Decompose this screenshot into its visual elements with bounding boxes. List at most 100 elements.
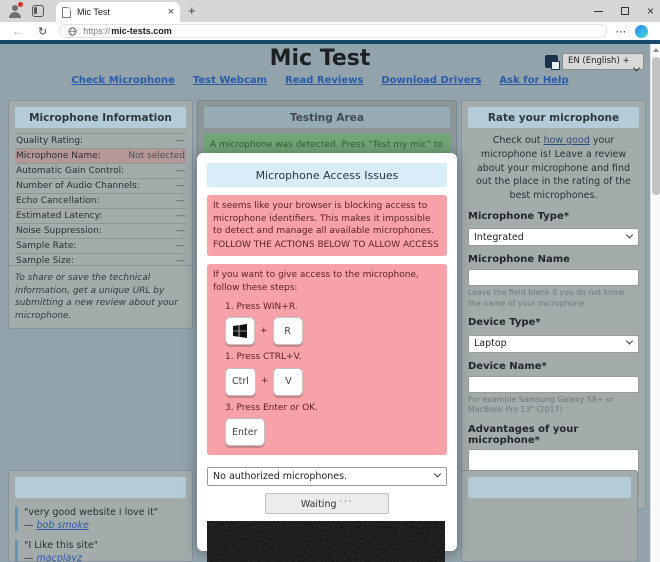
reviews-panel: "very good website i love it" — bob smok… [8, 470, 193, 562]
microphone-access-modal: Microphone Access Issues It seems like y… [197, 153, 457, 562]
language-selector: EN (English) + [545, 53, 644, 72]
rate-intro-text: Check out how good your microphone is! L… [476, 135, 631, 202]
blocking-warning-box: It seems like your browser is blocking a… [207, 195, 447, 257]
enter-key: Enter [225, 418, 265, 447]
page-favicon-icon [62, 6, 71, 18]
table-row: Echo Cancellation: — [15, 194, 186, 209]
review-quote: "I Like this site" [24, 540, 99, 551]
step-text: 1. Press CTRL+V. [225, 352, 302, 363]
page-top-border [0, 40, 660, 44]
maximize-icon[interactable] [620, 7, 629, 15]
address-bar[interactable]: https:// mic-tests.com [59, 24, 608, 38]
microphone-name-hint: Leave the field blank if you do not know… [468, 288, 625, 308]
list-item: "I Like this site" — macplayz [15, 540, 186, 562]
translate-icon [545, 55, 560, 70]
nav-download-drivers[interactable]: Download Drivers [381, 75, 482, 86]
review-author-link[interactable]: macplayz [36, 553, 82, 562]
microphone-information-table: Quality Rating: — Microphone Name: Not sel… [15, 133, 186, 284]
table-row: Noise Suppression: — [15, 224, 186, 239]
new-tab-button[interactable]: + [188, 3, 196, 18]
warning-text: It seems like your browser is blocking a… [213, 201, 434, 237]
scroll-up-icon[interactable] [653, 48, 659, 52]
keys-row: Enter [225, 418, 441, 447]
microphone-information-panel: Microphone Information Quality Rating: — … [8, 100, 193, 291]
microphone-name-label: Microphone Name [468, 254, 570, 266]
page-scrollbar[interactable] [650, 44, 660, 562]
tab-strip: Mic Test × + × [0, 0, 660, 22]
steps-intro: If you want to give access to the microp… [213, 270, 419, 293]
close-window-icon[interactable]: × [646, 4, 654, 18]
r-key: R [272, 317, 303, 346]
step-text: 1. Press WIN+R. [225, 301, 298, 312]
testing-area-header: Testing Area [204, 107, 450, 128]
refresh-icon[interactable]: ↻ [38, 25, 48, 38]
step-text: 3. Press Enter or OK. [225, 402, 318, 413]
share-note-text: To share or save the technical informati… [15, 273, 178, 321]
how-good-link[interactable]: how good [543, 135, 590, 146]
modal-title: Microphone Access Issues [207, 163, 447, 187]
share-note-panel: To share or save the technical informati… [8, 265, 193, 330]
microphone-information-header: Microphone Information [15, 107, 186, 128]
nav-ask-for-help[interactable]: Ask for Help [499, 75, 569, 86]
browser-chrome: Mic Test × + × ← ↻ https:// mic-tests.co… [0, 0, 660, 44]
address-bar-row: ← ↻ https:// mic-tests.com ⋯ [0, 22, 660, 40]
language-select[interactable]: EN (English) + [562, 53, 644, 70]
device-type-select[interactable]: Laptop [468, 334, 639, 353]
device-name-field[interactable] [468, 375, 639, 393]
device-name-label: Device Name* [468, 360, 547, 372]
tab-title: Mic Test [77, 7, 110, 17]
next-section-header [468, 477, 631, 498]
url-protocol: https:// [83, 26, 111, 36]
steps-box: If you want to give access to the microp… [207, 264, 447, 456]
table-row: Number of Audio Channels: — [15, 179, 186, 194]
windows-key-icon [225, 317, 255, 346]
back-icon[interactable]: ← [12, 24, 24, 38]
nav-test-webcam[interactable]: Test Webcam [192, 75, 268, 86]
warning-caps-text: FOLLOW THE ACTIONS BELOW TO ALLOW ACCESS [213, 239, 439, 250]
device-type-label: Device Type* [468, 317, 541, 329]
web-page: Mic Test EN (English) + Check Microphone… [0, 44, 660, 562]
waiting-button[interactable]: Waiting ··· [265, 493, 389, 515]
loading-dots: ··· [339, 497, 354, 507]
table-row: Automatic Gain Control: — [15, 164, 186, 179]
microphone-type-select[interactable]: Integrated [468, 228, 639, 247]
table-row: Estimated Latency: — [15, 209, 186, 224]
nav-read-reviews[interactable]: Read Reviews [285, 75, 364, 86]
microphone-select[interactable]: No authorized microphones. [207, 467, 447, 487]
rate-microphone-header: Rate your microphone [468, 107, 639, 128]
advantages-label: Advantages of your microphone* [468, 423, 579, 446]
reviews-header [15, 477, 186, 498]
url-domain: mic-tests.com [111, 26, 172, 36]
keys-row: Ctrl + V [225, 367, 441, 396]
table-row: Sample Rate: — [15, 239, 186, 254]
notification-dot [18, 2, 23, 7]
extensions-more-icon[interactable]: ⋯ [615, 25, 628, 38]
device-name-hint: For example Samsung Galaxy S8+ or MacBoo… [468, 394, 614, 415]
main-nav: Check Microphone Test Webcam Read Review… [0, 75, 640, 86]
ctrl-key: Ctrl [225, 367, 256, 396]
table-row: Quality Rating: — [15, 134, 186, 149]
review-quote: "very good website i love it" [24, 507, 159, 518]
rate-microphone-panel: Rate your microphone Check out how good … [461, 100, 646, 509]
page-title: Mic Test [269, 46, 371, 71]
window-controls: × [593, 0, 654, 22]
scrollbar-thumb[interactable] [652, 57, 660, 195]
profile-avatar-icon[interactable] [8, 2, 23, 18]
close-tab-icon[interactable]: × [167, 5, 174, 18]
table-row: Microphone Name: Not selected [15, 149, 186, 164]
browser-tab[interactable]: Mic Test × [56, 2, 180, 22]
v-key: V [273, 367, 304, 396]
copilot-icon[interactable] [635, 24, 649, 38]
microphone-type-label: Microphone Type* [468, 210, 569, 222]
workspaces-icon[interactable] [32, 5, 44, 17]
keys-row: + R [225, 317, 441, 346]
globe-icon [68, 26, 77, 36]
audio-noise-visualization [207, 521, 445, 562]
microphone-name-field[interactable] [468, 269, 639, 287]
next-section-panel [461, 470, 638, 562]
review-author-link[interactable]: bob smoke [36, 520, 89, 531]
list-item: "very good website i love it" — bob smok… [15, 507, 186, 531]
nav-check-microphone[interactable]: Check Microphone [71, 75, 175, 86]
minimize-icon[interactable] [593, 10, 603, 12]
